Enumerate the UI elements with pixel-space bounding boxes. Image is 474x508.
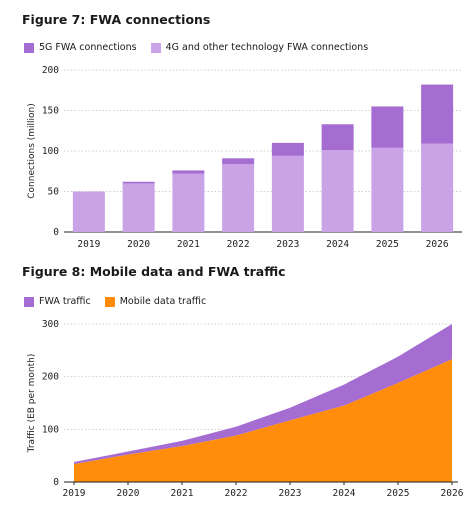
y-tick-label: 150 <box>42 106 59 117</box>
x-tick-label: 2025 <box>376 239 399 250</box>
legend-swatch-4g <box>150 42 161 53</box>
legend-item-mobile-traffic: Mobile data traffic <box>104 296 207 307</box>
legend-swatch-5g <box>24 42 34 53</box>
legend-label-4g: 4G and other technology FWA connections <box>165 42 369 53</box>
x-tick-label: 2024 <box>333 488 356 499</box>
figure-7-title: Figure 7: FWA connections <box>22 12 211 27</box>
bar-4g <box>222 163 255 232</box>
y-axis-label: Traffic (EB per month) <box>27 354 37 454</box>
legend-item-fwa-traffic: FWA traffic <box>24 296 91 307</box>
bar-5g <box>321 124 354 151</box>
figure-8-legend: FWA traffic Mobile data traffic <box>24 296 206 307</box>
x-tick-label: 2026 <box>441 488 464 499</box>
bar-5g <box>421 84 454 144</box>
legend-swatch-fwa-traffic <box>24 296 34 307</box>
bar-4g <box>371 147 404 232</box>
x-tick-label: 2022 <box>227 239 250 250</box>
x-tick-label: 2019 <box>63 488 86 499</box>
legend-label-mobile-traffic: Mobile data traffic <box>119 296 207 307</box>
x-tick-label: 2021 <box>177 239 200 250</box>
y-tick-label: 0 <box>53 227 59 238</box>
x-tick-label: 2021 <box>171 488 194 499</box>
bar-5g <box>172 170 205 174</box>
bar-5g <box>371 106 404 148</box>
x-tick-label: 2020 <box>117 488 140 499</box>
bar-4g <box>321 150 354 232</box>
y-axis-label: Connections (million) <box>27 103 37 198</box>
x-tick-label: 2023 <box>276 239 299 250</box>
fwa-connections-chart: 0 50 100 150 200 2019 2020 2021 2022 2023 2024 2025… <box>27 65 462 250</box>
y-tick-label: 100 <box>42 424 59 435</box>
x-tick-label: 2024 <box>326 239 349 250</box>
x-tick-label: 2020 <box>127 239 150 250</box>
traffic-chart: 0 100 200 300 2019 2020 2021 2022 2023 2024 2025 20… <box>27 319 464 499</box>
y-tick-label: 100 <box>42 146 59 157</box>
x-tick-label: 2025 <box>387 488 410 499</box>
bar-5g <box>271 142 304 156</box>
area-mobile-traffic <box>74 359 452 482</box>
x-tick-label: 2026 <box>426 239 449 250</box>
legend-label-fwa-traffic: FWA traffic <box>39 296 91 307</box>
x-tick-label: 2022 <box>225 488 248 499</box>
legend-item-4g: 4G and other technology FWA connections <box>150 42 369 53</box>
figure-7-legend: 5G FWA connections 4G and other technolo… <box>24 42 368 53</box>
figure-8-title: Figure 8: Mobile data and FWA traffic <box>22 264 286 279</box>
legend-label-5g: 5G FWA connections <box>39 42 137 53</box>
bar-5g <box>222 158 255 164</box>
bar-5g <box>122 181 155 184</box>
y-tick-label: 50 <box>48 187 60 198</box>
y-tick-label: 0 <box>53 477 59 488</box>
y-tick-label: 200 <box>42 65 59 76</box>
legend-swatch-mobile-traffic <box>104 296 115 307</box>
x-tick-label: 2023 <box>279 488 302 499</box>
bar-4g <box>271 155 304 232</box>
bar-4g <box>172 173 205 232</box>
y-tick-label: 200 <box>42 372 59 383</box>
y-tick-label: 300 <box>42 319 59 330</box>
legend-item-5g: 5G FWA connections <box>24 42 137 53</box>
bar-4g <box>421 143 454 232</box>
bar-4g <box>122 183 155 232</box>
x-tick-label: 2019 <box>77 239 100 250</box>
bar-4g <box>72 191 105 232</box>
